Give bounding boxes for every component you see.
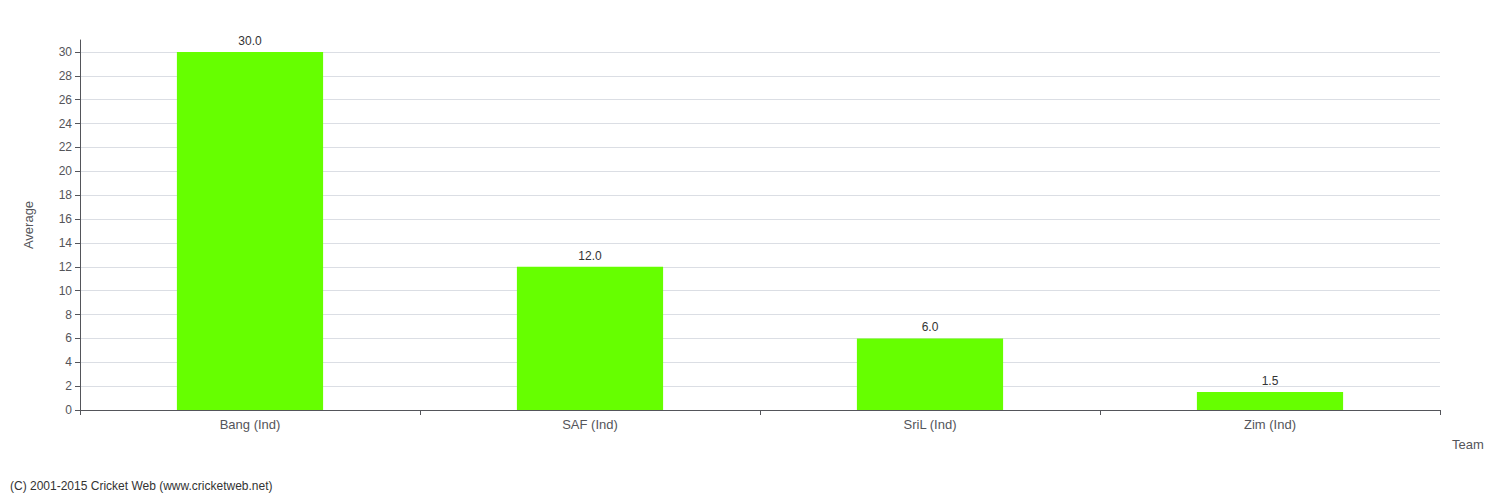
svg-text:18: 18	[59, 188, 73, 202]
svg-text:12.0: 12.0	[578, 249, 602, 263]
svg-text:SriL (Ind): SriL (Ind)	[904, 417, 957, 432]
svg-text:Team: Team	[1452, 437, 1484, 452]
svg-text:1.5: 1.5	[1262, 374, 1279, 388]
svg-text:24: 24	[59, 117, 73, 131]
svg-text:8: 8	[65, 308, 72, 322]
svg-text:20: 20	[59, 164, 73, 178]
svg-text:12: 12	[59, 260, 73, 274]
svg-text:10: 10	[59, 284, 73, 298]
svg-text:Average: Average	[21, 201, 36, 249]
svg-text:SAF (Ind): SAF (Ind)	[562, 417, 618, 432]
svg-text:6.0: 6.0	[922, 320, 939, 334]
svg-text:14: 14	[59, 236, 73, 250]
svg-text:Zim (Ind): Zim (Ind)	[1244, 417, 1296, 432]
svg-text:28: 28	[59, 69, 73, 83]
svg-text:30: 30	[59, 45, 73, 59]
svg-text:22: 22	[59, 140, 73, 154]
svg-text:(C) 2001-2015 Cricket Web (www: (C) 2001-2015 Cricket Web (www.cricketwe…	[10, 479, 273, 493]
svg-text:26: 26	[59, 93, 73, 107]
svg-text:6: 6	[65, 331, 72, 345]
svg-text:Bang (Ind): Bang (Ind)	[220, 417, 281, 432]
svg-text:16: 16	[59, 212, 73, 226]
svg-text:30.0: 30.0	[238, 34, 262, 48]
svg-text:4: 4	[65, 355, 72, 369]
svg-text:0: 0	[65, 403, 72, 417]
svg-text:2: 2	[65, 379, 72, 393]
